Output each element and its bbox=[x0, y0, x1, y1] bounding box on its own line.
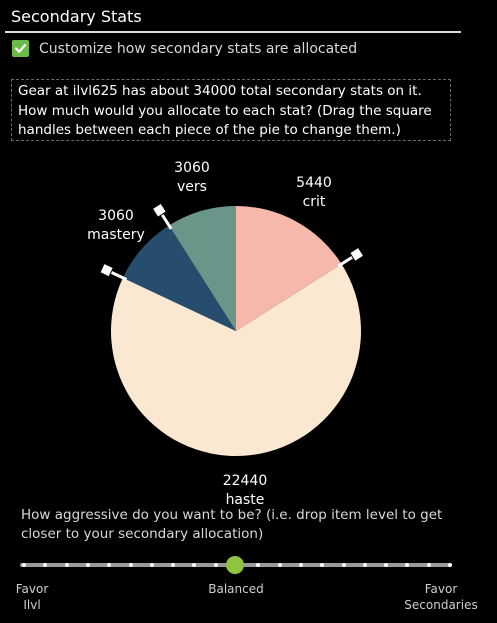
aggression-slider-tick[interactable] bbox=[192, 563, 197, 567]
aggression-slider-tick[interactable] bbox=[448, 563, 452, 567]
pie-label-haste-value: 22440 bbox=[223, 473, 268, 489]
instructions-line-3: handles between each piece of the pie to… bbox=[18, 122, 401, 138]
slider-label-favor-secondaries-line2: Secondaries bbox=[404, 598, 478, 612]
aggression-slider-tick[interactable] bbox=[384, 563, 389, 567]
pie-label-vers-value: 3060 bbox=[174, 160, 210, 176]
slider-label-favor-ilvl-line2: Ilvl bbox=[23, 598, 41, 612]
pie-slice-crit bbox=[236, 206, 342, 331]
aggression-slider-tick[interactable] bbox=[277, 563, 282, 567]
section-title: Secondary Stats bbox=[11, 7, 142, 26]
aggression-slider-tick[interactable] bbox=[64, 563, 69, 567]
aggression-slider-tick[interactable] bbox=[405, 563, 410, 567]
aggression-slider-tick[interactable] bbox=[22, 563, 26, 567]
aggression-slider-tick[interactable] bbox=[85, 563, 90, 567]
pie-slice-vers bbox=[169, 206, 236, 331]
aggression-slider-tick[interactable] bbox=[171, 563, 176, 567]
title-divider bbox=[5, 31, 461, 33]
slider-label-favor-ilvl: Favor Ilvl bbox=[10, 581, 54, 613]
aggression-question: How aggressive do you want to be? (i.e. … bbox=[21, 506, 451, 544]
aggression-slider-tick[interactable] bbox=[426, 563, 431, 567]
instructions-line-1: Gear at ilvl625 has about 34000 total se… bbox=[18, 83, 422, 99]
pie-drag-handle-haste-mastery[interactable] bbox=[99, 262, 128, 281]
aggression-slider-tick[interactable] bbox=[149, 563, 154, 567]
aggression-slider-tick[interactable] bbox=[298, 563, 303, 567]
customize-toggle[interactable]: Customize how secondary stats are alloca… bbox=[12, 40, 357, 57]
aggression-slider-tick[interactable] bbox=[128, 563, 133, 567]
pie-slice-haste bbox=[110, 264, 362, 456]
pie-label-crit-value: 5440 bbox=[296, 175, 332, 191]
aggression-slider-thumb[interactable] bbox=[226, 556, 244, 574]
slider-label-balanced: Balanced bbox=[208, 582, 264, 596]
aggression-slider-tick[interactable] bbox=[320, 563, 325, 567]
slider-label-favor-secondaries-line1: Favor bbox=[424, 582, 458, 596]
aggression-slider-tick[interactable] bbox=[341, 563, 346, 567]
pie-label-haste-name: haste bbox=[226, 492, 265, 508]
aggression-slider-tick[interactable] bbox=[362, 563, 367, 567]
slider-label-favor-ilvl-line1: Favor bbox=[15, 582, 49, 596]
pie-label-vers-name: vers bbox=[177, 179, 207, 195]
aggression-slider-tick[interactable] bbox=[256, 563, 261, 567]
pie-drag-handle-crit-haste[interactable] bbox=[337, 246, 365, 268]
aggression-slider-tick[interactable] bbox=[213, 563, 218, 567]
pie-drag-handle-mastery-vers[interactable] bbox=[151, 202, 173, 230]
checkbox-checked-icon[interactable] bbox=[12, 40, 29, 57]
instructions-line-2: How much would you allocate to each stat… bbox=[18, 102, 432, 119]
customize-label: Customize how secondary stats are alloca… bbox=[39, 40, 358, 57]
question-line-1: How aggressive do you want to be? (i.e. … bbox=[21, 507, 443, 523]
pie-label-crit-name: crit bbox=[303, 194, 326, 210]
pie-slice-mastery bbox=[122, 225, 236, 331]
pie-label-mastery-value: 3060 bbox=[98, 208, 134, 224]
question-line-2: closer to your secondary allocation) bbox=[21, 526, 264, 542]
allocation-instructions: Gear at ilvl625 has about 34000 total se… bbox=[11, 79, 451, 141]
pie-label-mastery-name: mastery bbox=[87, 227, 145, 243]
slider-label-favor-secondaries: Favor Secondaries bbox=[398, 581, 484, 613]
aggression-slider-tick[interactable] bbox=[107, 563, 112, 567]
aggression-slider-tick[interactable] bbox=[43, 563, 48, 567]
